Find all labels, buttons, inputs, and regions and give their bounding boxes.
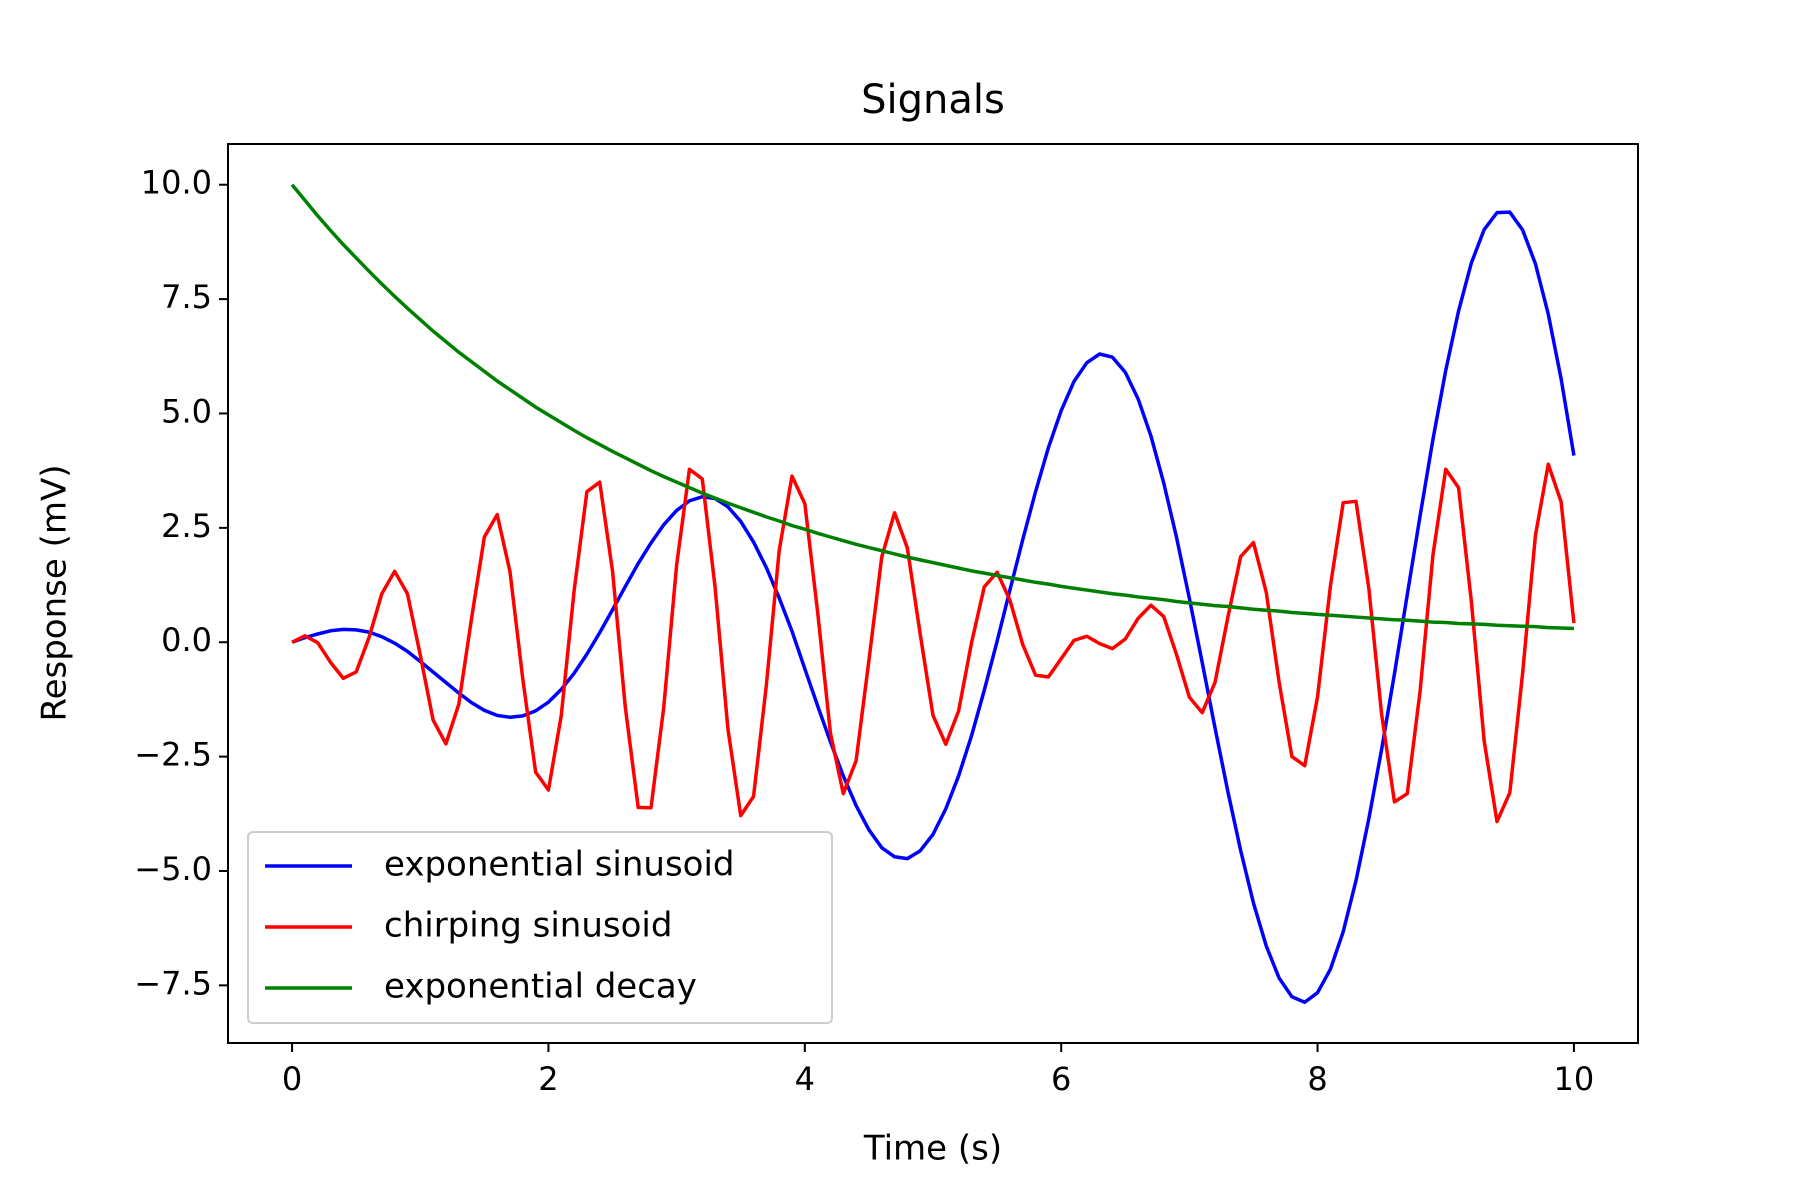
chart-title: Signals (861, 77, 1005, 123)
y-tick-label: 5.0 (161, 392, 212, 430)
series-line (290, 183, 1574, 631)
legend-label: chirping sinusoid (384, 906, 672, 946)
y-tick-label: 10.0 (141, 164, 212, 202)
series-line (291, 462, 1576, 824)
series-line (291, 210, 1576, 1005)
legend-box (247, 831, 833, 1024)
x-tick-label: 10 (1554, 1060, 1595, 1098)
y-tick-label: −2.5 (134, 736, 212, 774)
plot-frame (227, 143, 1639, 1044)
x-axis-label: Time (s) (863, 1129, 1002, 1169)
legend-label: exponential sinusoid (384, 845, 735, 885)
y-axis-label: Response (mV) (35, 464, 75, 721)
y-tick-label: 7.5 (161, 278, 212, 316)
y-tick-label: −7.5 (134, 964, 212, 1002)
y-tick-label: 2.5 (161, 507, 212, 545)
y-tick-label: 0.0 (161, 621, 212, 659)
legend-label: exponential decay (384, 967, 697, 1007)
x-tick-label: 2 (538, 1060, 558, 1098)
x-tick-label: 6 (1051, 1060, 1071, 1098)
x-tick-label: 4 (795, 1060, 815, 1098)
x-tick-label: 8 (1307, 1060, 1327, 1098)
x-tick-label: 0 (282, 1060, 302, 1098)
y-tick-label: −5.0 (134, 850, 212, 888)
